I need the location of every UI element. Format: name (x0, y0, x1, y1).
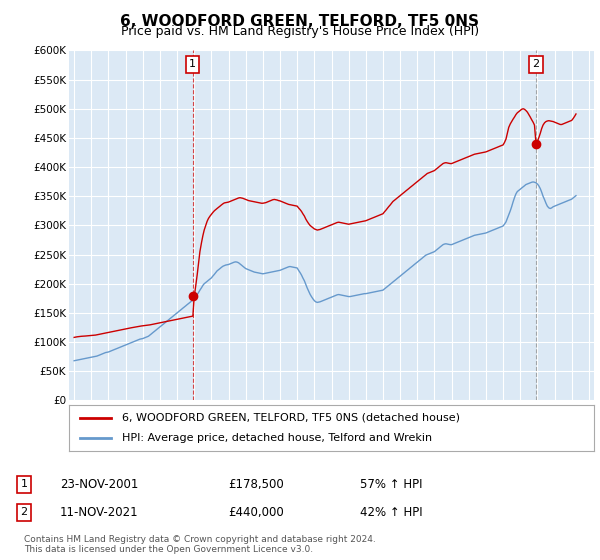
Text: 2: 2 (532, 59, 539, 69)
Text: 11-NOV-2021: 11-NOV-2021 (60, 506, 139, 519)
Text: 42% ↑ HPI: 42% ↑ HPI (360, 506, 422, 519)
Text: Contains HM Land Registry data © Crown copyright and database right 2024.: Contains HM Land Registry data © Crown c… (24, 534, 376, 544)
Text: 6, WOODFORD GREEN, TELFORD, TF5 0NS: 6, WOODFORD GREEN, TELFORD, TF5 0NS (121, 14, 479, 29)
Text: £440,000: £440,000 (228, 506, 284, 519)
Text: This data is licensed under the Open Government Licence v3.0.: This data is licensed under the Open Gov… (24, 544, 313, 554)
Text: HPI: Average price, detached house, Telford and Wrekin: HPI: Average price, detached house, Telf… (121, 433, 431, 443)
Text: £178,500: £178,500 (228, 478, 284, 491)
Text: 6, WOODFORD GREEN, TELFORD, TF5 0NS (detached house): 6, WOODFORD GREEN, TELFORD, TF5 0NS (det… (121, 413, 460, 423)
Text: Price paid vs. HM Land Registry's House Price Index (HPI): Price paid vs. HM Land Registry's House … (121, 25, 479, 38)
Text: 1: 1 (189, 59, 196, 69)
Text: 2: 2 (20, 507, 28, 517)
Text: 57% ↑ HPI: 57% ↑ HPI (360, 478, 422, 491)
Text: 23-NOV-2001: 23-NOV-2001 (60, 478, 139, 491)
Text: 1: 1 (20, 479, 28, 489)
